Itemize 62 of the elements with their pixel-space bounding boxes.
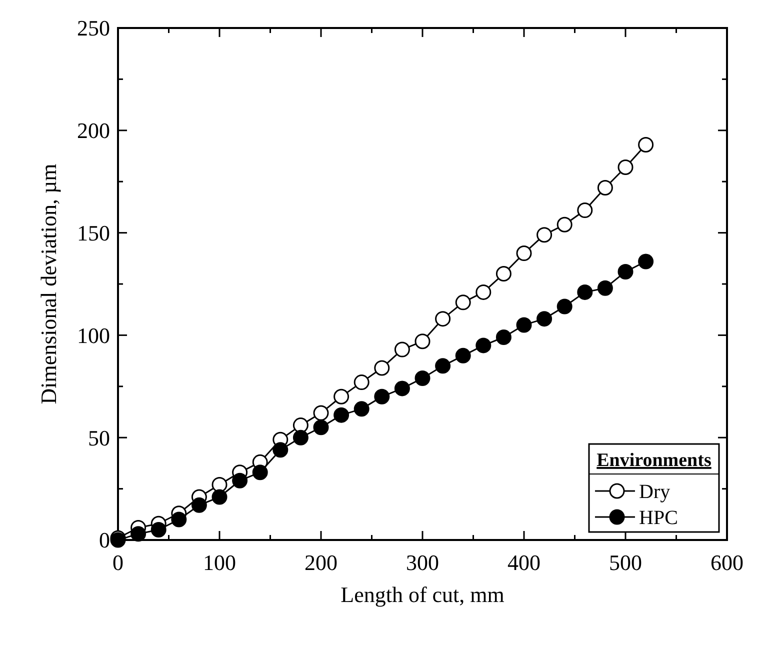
point (536, 311, 552, 327)
y-tick-label: 0 (99, 528, 110, 553)
x-tick-label: 300 (406, 550, 439, 575)
point (354, 401, 370, 417)
point (536, 227, 552, 243)
point (374, 360, 390, 376)
y-tick-label: 50 (88, 425, 110, 450)
point (212, 476, 228, 492)
point (130, 526, 146, 542)
point (556, 298, 572, 314)
point (577, 202, 593, 218)
point (435, 311, 451, 327)
point (252, 464, 268, 480)
point (334, 388, 350, 404)
point (516, 246, 532, 262)
y-axis-title: Dimensional deviation, µm (36, 164, 61, 404)
legend-label: Dry (639, 481, 670, 503)
point (597, 280, 613, 296)
point (334, 407, 350, 423)
x-axis-title: Length of cut, mm (340, 582, 504, 607)
point (292, 430, 308, 446)
point (597, 180, 613, 196)
point (414, 334, 430, 350)
point (618, 264, 634, 280)
legend-title: Environments (596, 450, 712, 471)
x-tick-label: 600 (710, 550, 744, 575)
point (354, 374, 370, 390)
point (496, 330, 512, 345)
point (394, 380, 410, 396)
y-tick-label: 250 (77, 16, 110, 41)
point (476, 284, 492, 300)
point (414, 370, 430, 386)
point (292, 418, 308, 434)
point (374, 388, 390, 404)
point (171, 512, 187, 528)
point (556, 216, 572, 232)
x-tick-label: 100 (203, 550, 236, 575)
point (435, 358, 451, 374)
point (212, 489, 228, 505)
point (313, 420, 329, 436)
x-tick-label: 400 (508, 550, 540, 575)
point (618, 160, 634, 176)
point (455, 294, 471, 310)
x-tick-label: 200 (304, 550, 338, 575)
point (577, 284, 593, 300)
point (638, 254, 654, 270)
point (272, 442, 288, 458)
x-tick-label: 500 (609, 550, 642, 575)
y-tick-label: 150 (77, 220, 110, 246)
y-tick-label: 100 (77, 322, 110, 348)
point (455, 348, 471, 364)
legend-label: HPC (639, 507, 678, 529)
point (313, 405, 329, 421)
point (191, 497, 207, 513)
point (496, 266, 512, 282)
point (150, 522, 166, 538)
point (516, 317, 532, 333)
point (638, 136, 654, 152)
point (476, 338, 492, 354)
y-tick-label: 200 (77, 118, 110, 144)
point (394, 342, 410, 358)
point (232, 472, 248, 488)
